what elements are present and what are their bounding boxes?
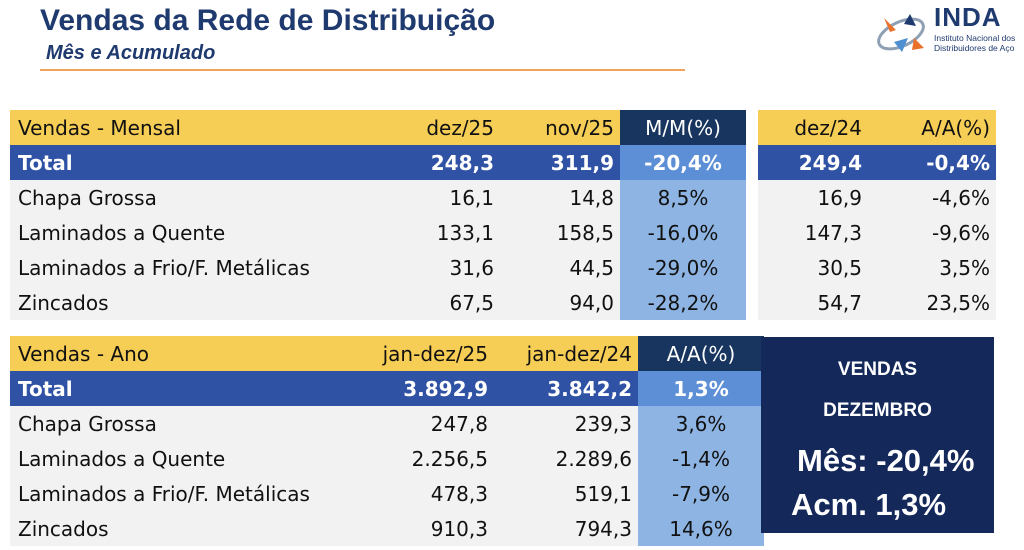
table-cell: 14,8	[500, 180, 620, 215]
table-cell: -7,9%	[638, 476, 764, 511]
page-subtitle: Mês e Acumulado	[46, 42, 216, 64]
table-cell: Laminados a Frio/F. Metálicas	[10, 476, 350, 511]
table-cell: 1,3%	[638, 371, 764, 406]
table-cell: 247,8	[350, 406, 494, 441]
table-cell: Zincados	[10, 511, 350, 546]
table-cell: 30,5	[758, 250, 868, 285]
table-row: Laminados a Frio/F. Metálicas 478,3 519,…	[10, 476, 764, 511]
table-cell: Total	[10, 145, 390, 180]
header-cell: jan-dez/24	[494, 336, 638, 371]
header-cell: dez/24	[758, 110, 868, 145]
table-cell: 3,5%	[868, 250, 996, 285]
page-title: Vendas da Rede de Distribuição	[40, 4, 496, 37]
table-cell: 14,6%	[638, 511, 764, 546]
annual-sales-table: Vendas - Ano jan-dez/25 jan-dez/24 A/A(%…	[10, 336, 764, 546]
monthly-sales-table: Vendas - Mensal dez/25 nov/25 M/M(%) dez…	[10, 110, 996, 320]
table-row: Zincados 67,5 94,0 -28,2% 54,7 23,5%	[10, 285, 996, 320]
table-cell: 2.256,5	[350, 441, 494, 476]
table-cell: 3.842,2	[494, 371, 638, 406]
table-cell: 94,0	[500, 285, 620, 320]
table-cell: 2.289,6	[494, 441, 638, 476]
logo-name: INDA	[934, 2, 1002, 32]
table-cell: 478,3	[350, 476, 494, 511]
table-cell: -16,0%	[620, 215, 746, 250]
table-cell: -29,0%	[620, 250, 746, 285]
table-row: Laminados a Frio/F. Metálicas 31,6 44,5 …	[10, 250, 996, 285]
summary-accumulated-value: Acm. 1,3%	[791, 487, 947, 522]
header-cell: A/A(%)	[638, 336, 764, 371]
table-row: Laminados a Quente 2.256,5 2.289,6 -1,4%	[10, 441, 764, 476]
table-cell: 311,9	[500, 145, 620, 180]
annual-header-row: Vendas - Ano jan-dez/25 jan-dez/24 A/A(%…	[10, 336, 764, 371]
header-cell: Vendas - Mensal	[10, 110, 390, 145]
table-cell: Laminados a Quente	[10, 215, 390, 250]
table-cell: 67,5	[390, 285, 500, 320]
inda-logo-icon	[877, 14, 925, 52]
table-cell: Chapa Grossa	[10, 406, 350, 441]
header-cell: M/M(%)	[620, 110, 746, 145]
table-cell: 248,3	[390, 145, 500, 180]
header-cell: nov/25	[500, 110, 620, 145]
header-cell: jan-dez/25	[350, 336, 494, 371]
table-cell: -1,4%	[638, 441, 764, 476]
table-cell: 794,3	[494, 511, 638, 546]
table-cell: 31,6	[390, 250, 500, 285]
table-cell: 239,3	[494, 406, 638, 441]
inda-logo: INDA Instituto Nacional dos Distribuidor…	[872, 2, 1018, 60]
summary-month-value: Mês: -20,4%	[797, 443, 975, 478]
table-cell: -9,6%	[868, 215, 996, 250]
table-cell: 23,5%	[868, 285, 996, 320]
table-cell: 910,3	[350, 511, 494, 546]
table-cell: 249,4	[758, 145, 868, 180]
table-cell: 133,1	[390, 215, 500, 250]
monthly-header-row: Vendas - Mensal dez/25 nov/25 M/M(%) dez…	[10, 110, 996, 145]
table-cell: -4,6%	[868, 180, 996, 215]
monthly-total-row: Total 248,3 311,9 -20,4% 249,4 -0,4%	[10, 145, 996, 180]
table-cell: -28,2%	[620, 285, 746, 320]
summary-title: VENDAS	[837, 359, 918, 380]
summary-month-label: DEZEMBRO	[823, 400, 932, 421]
table-cell: Laminados a Quente	[10, 441, 350, 476]
table-cell: 158,5	[500, 215, 620, 250]
table-cell: Laminados a Frio/F. Metálicas	[10, 250, 390, 285]
table-row: Chapa Grossa 247,8 239,3 3,6%	[10, 406, 764, 441]
table-cell: 3.892,9	[350, 371, 494, 406]
title-divider	[40, 69, 685, 71]
table-cell: 519,1	[494, 476, 638, 511]
table-row: Chapa Grossa 16,1 14,8 8,5% 16,9 -4,6%	[10, 180, 996, 215]
header-cell: dez/25	[390, 110, 500, 145]
table-row: Laminados a Quente 133,1 158,5 -16,0% 14…	[10, 215, 996, 250]
table-cell: 147,3	[758, 215, 868, 250]
header-cell: A/A(%)	[868, 110, 996, 145]
table-cell: Chapa Grossa	[10, 180, 390, 215]
december-summary-box: VENDAS DEZEMBRO Mês: -20,4% Acm. 1,3%	[761, 337, 994, 533]
table-cell: 16,9	[758, 180, 868, 215]
logo-line-1: Instituto Nacional dos	[934, 33, 1016, 43]
table-cell: -0,4%	[868, 145, 996, 180]
table-cell: Zincados	[10, 285, 390, 320]
table-cell: 3,6%	[638, 406, 764, 441]
table-cell: 8,5%	[620, 180, 746, 215]
annual-total-row: Total 3.892,9 3.842,2 1,3%	[10, 371, 764, 406]
table-cell: Total	[10, 371, 350, 406]
table-cell: 16,1	[390, 180, 500, 215]
table-cell: 44,5	[500, 250, 620, 285]
logo-line-2: Distribuidores de Aço	[934, 43, 1015, 53]
table-row: Zincados 910,3 794,3 14,6%	[10, 511, 764, 546]
table-cell: -20,4%	[620, 145, 746, 180]
header-cell: Vendas - Ano	[10, 336, 350, 371]
table-cell: 54,7	[758, 285, 868, 320]
